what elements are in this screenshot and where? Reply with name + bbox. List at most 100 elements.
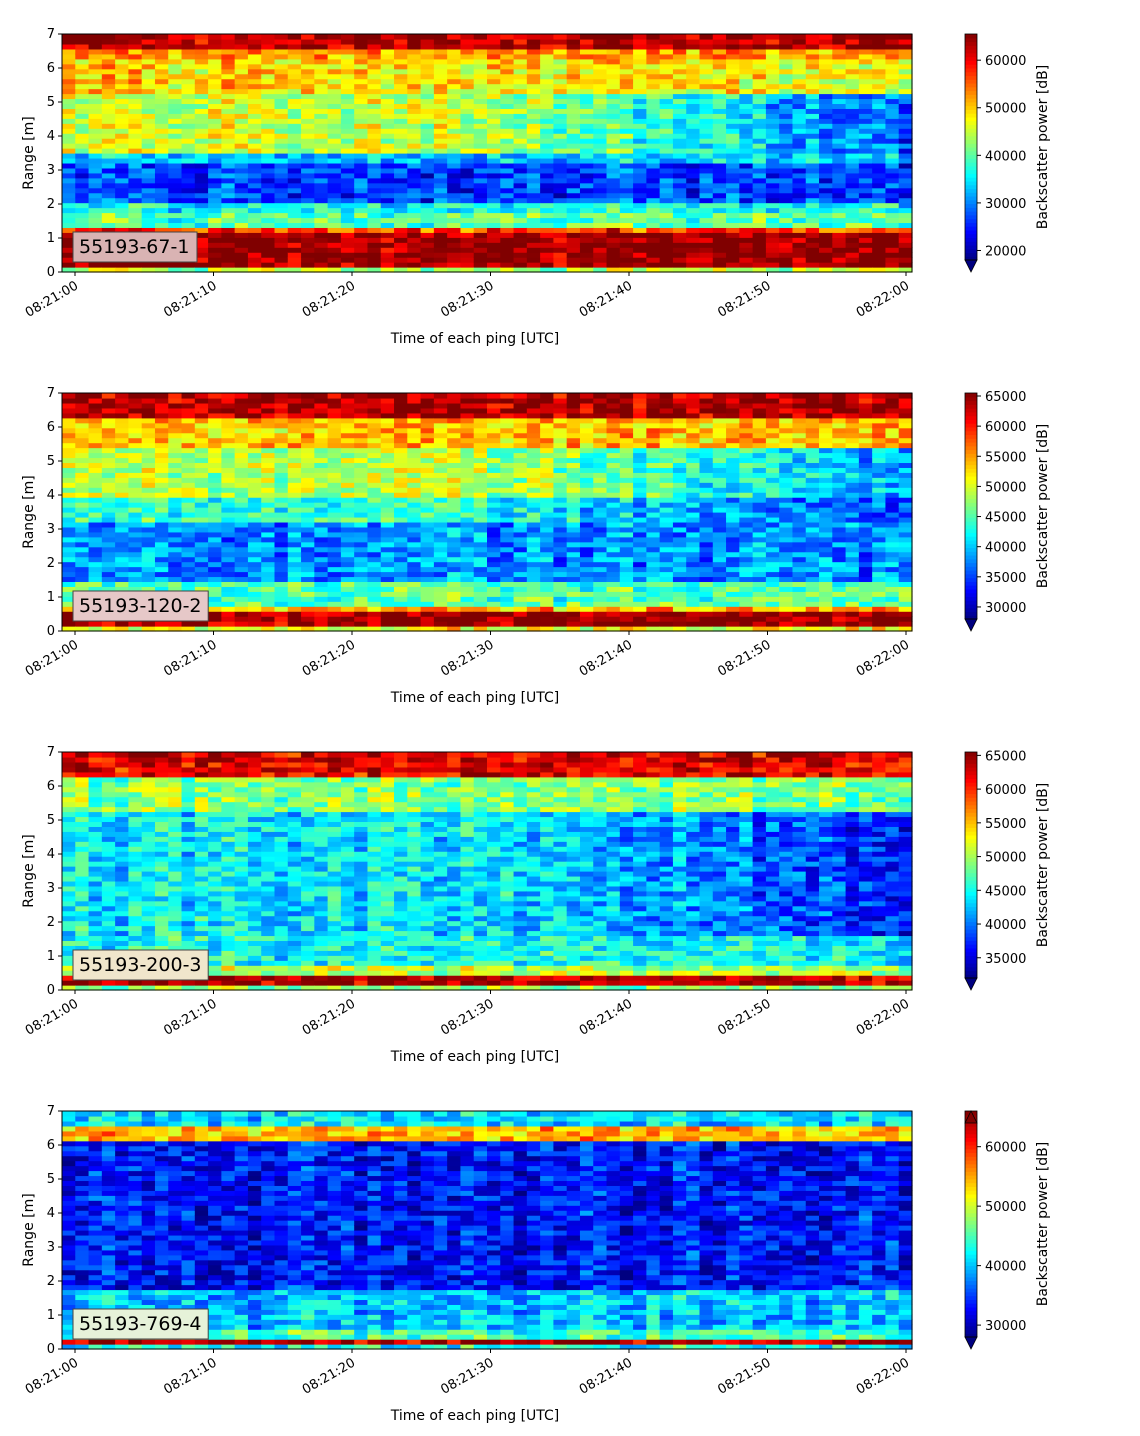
heatmap-cell (287, 536, 302, 543)
heatmap-cell (792, 217, 807, 224)
heatmap-cell (500, 512, 515, 518)
colorbar-segment (965, 158, 977, 163)
heatmap-cell (487, 561, 501, 568)
heatmap-cell (380, 576, 395, 583)
heatmap-cell (62, 611, 76, 617)
heatmap-cell (447, 556, 462, 563)
heatmap-cell (819, 78, 833, 85)
heatmap-cell (208, 247, 222, 253)
heatmap-cell (540, 482, 555, 488)
heatmap-cell (433, 43, 448, 50)
heatmap-cell (327, 507, 342, 513)
heatmap-cell (340, 157, 355, 164)
heatmap-cell (606, 227, 621, 233)
heatmap-cell (526, 232, 541, 238)
heatmap-cell (540, 591, 555, 597)
heatmap-cell (75, 267, 90, 273)
heatmap-cell (380, 497, 395, 503)
heatmap-cell (686, 232, 701, 238)
heatmap-cell (287, 53, 302, 60)
heatmap-cell (779, 34, 794, 40)
heatmap-cell (314, 621, 329, 627)
heatmap-cell (221, 138, 236, 144)
heatmap-cell (234, 38, 249, 45)
heatmap-cell (141, 202, 156, 209)
heatmap-cell (646, 172, 661, 179)
heatmap-cell (513, 606, 528, 612)
heatmap-cell (819, 58, 833, 65)
heatmap-cell (473, 177, 488, 184)
heatmap-cell (407, 172, 422, 179)
colorbar-segment (965, 109, 977, 114)
heatmap-cell (805, 202, 820, 209)
heatmap-cell (168, 88, 183, 95)
heatmap-cell (792, 187, 807, 194)
heatmap-cell (234, 591, 249, 597)
heatmap-cell (872, 103, 887, 109)
heatmap-cell (287, 197, 302, 204)
heatmap-cell (340, 601, 355, 607)
heatmap-cell (208, 192, 222, 199)
heatmap-cell (460, 551, 475, 558)
heatmap-cell (287, 561, 302, 568)
heatmap-cell (646, 192, 661, 199)
heatmap-cell (619, 78, 634, 85)
heatmap-cell (194, 153, 209, 159)
heatmap-cell (154, 561, 169, 568)
heatmap-cell (314, 93, 329, 100)
heatmap-cell (208, 88, 222, 95)
heatmap-cell (314, 187, 329, 194)
heatmap-cell (593, 103, 608, 109)
heatmap-cell (765, 58, 780, 65)
heatmap-cell (354, 192, 369, 199)
heatmap-cell (646, 93, 661, 100)
heatmap-cell (101, 157, 116, 164)
heatmap-cell (62, 521, 76, 528)
heatmap-cell (407, 78, 422, 85)
heatmap-cell (247, 88, 262, 95)
heatmap-cell (75, 58, 90, 65)
colorbar-segment (965, 203, 977, 208)
heatmap-cell (460, 63, 475, 70)
heatmap-cell (420, 212, 435, 219)
heatmap-cell (699, 138, 714, 144)
heatmap-cell (101, 422, 116, 429)
heatmap-cell (75, 546, 90, 553)
heatmap-cell (287, 556, 302, 563)
heatmap-cell (487, 437, 501, 444)
heatmap-cell (726, 133, 740, 139)
heatmap-cell (234, 437, 249, 444)
heatmap-cell (553, 447, 568, 454)
heatmap-cell (101, 576, 116, 583)
heatmap-cell (208, 108, 222, 114)
heatmap-cell (128, 516, 143, 523)
heatmap-cell (327, 83, 342, 90)
heatmap-cell (327, 43, 342, 50)
heatmap-cell (154, 531, 169, 538)
heatmap-cell (407, 397, 422, 404)
heatmap-cell (540, 98, 555, 105)
heatmap-cell (579, 133, 594, 139)
heatmap-cell (447, 34, 462, 40)
heatmap-cell (447, 73, 462, 80)
heatmap-cell (712, 78, 727, 85)
heatmap-cell (194, 148, 209, 154)
heatmap-cell (301, 457, 315, 464)
heatmap-cell (752, 267, 767, 273)
heatmap-cell (779, 143, 794, 149)
heatmap-cell (407, 108, 422, 114)
heatmap-cell (672, 267, 687, 273)
heatmap-cell (154, 63, 169, 70)
heatmap-cell (128, 402, 143, 409)
heatmap-cell (154, 487, 169, 493)
heatmap-cell (792, 118, 807, 124)
heatmap-cell (274, 422, 289, 429)
heatmap-cell (181, 492, 196, 498)
heatmap-cell (247, 412, 262, 419)
heatmap-cell (314, 591, 329, 597)
heatmap-cell (115, 546, 130, 553)
heatmap-cell (487, 601, 501, 607)
heatmap-cell (526, 497, 541, 503)
heatmap-cell (447, 512, 462, 518)
heatmap-cell (115, 417, 130, 424)
